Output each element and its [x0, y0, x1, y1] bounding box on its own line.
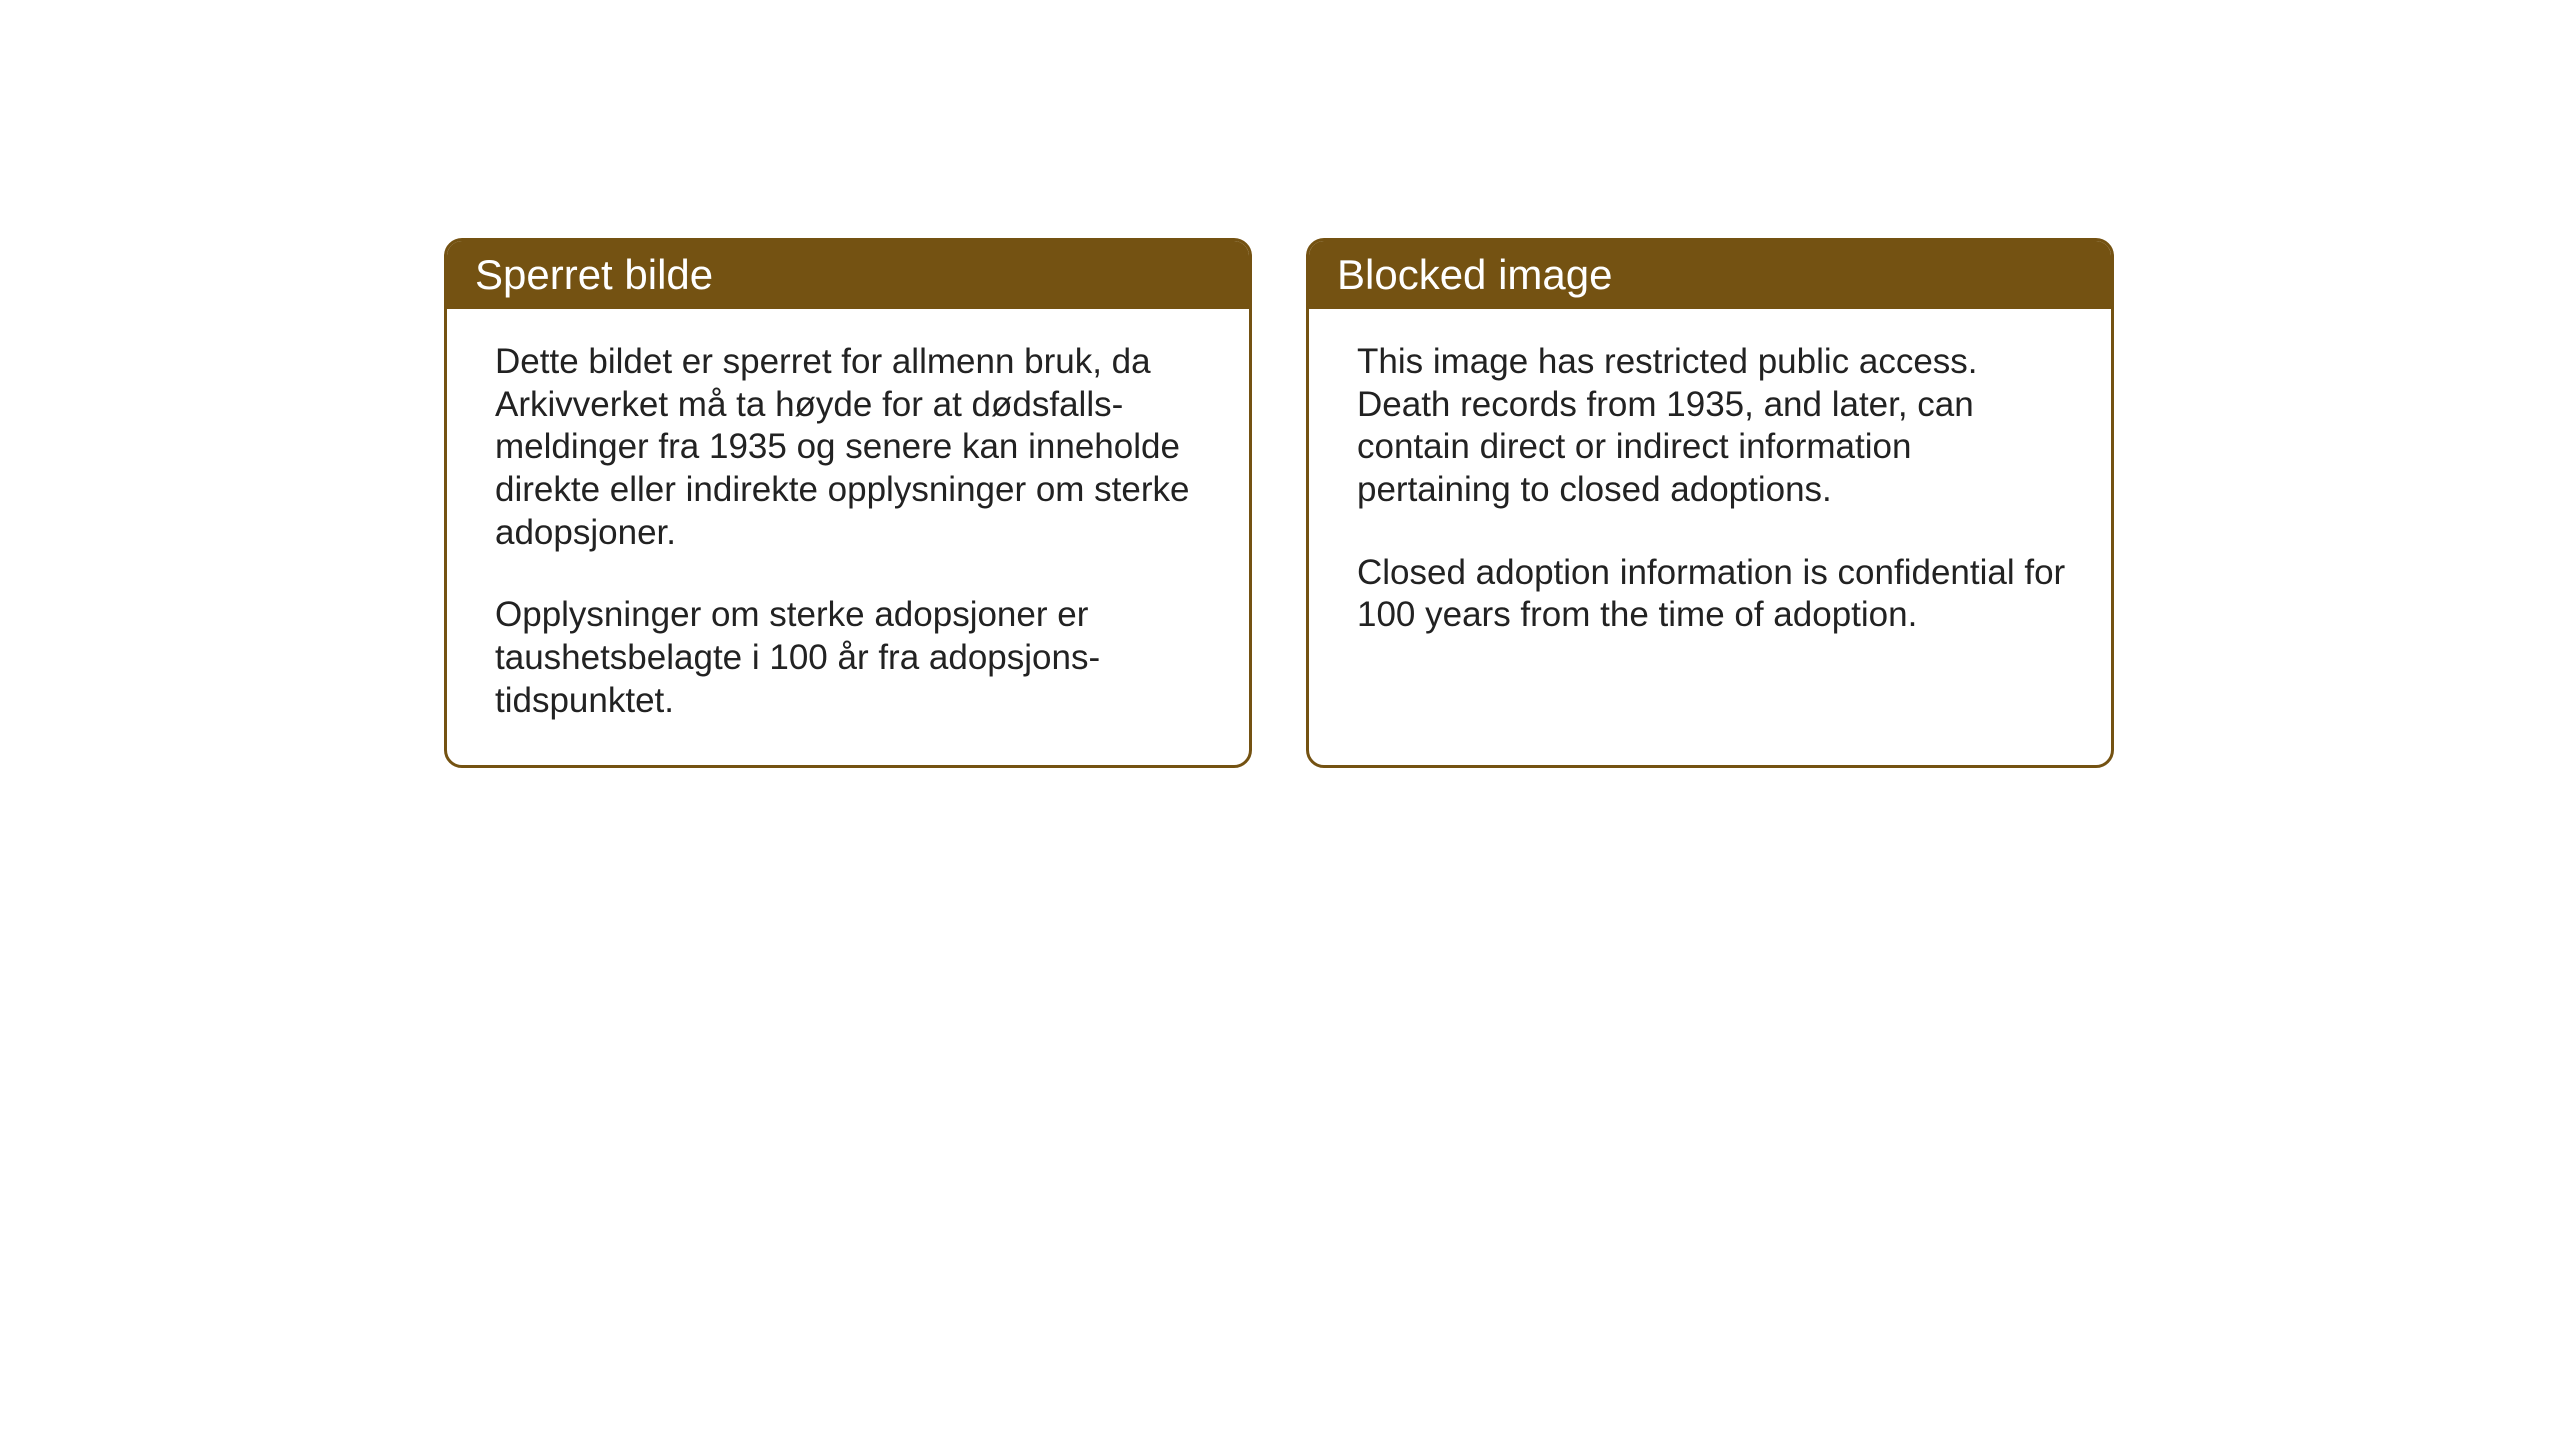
english-card-body: This image has restricted public access.…	[1309, 309, 2111, 679]
norwegian-card-title: Sperret bilde	[447, 241, 1249, 309]
norwegian-card-body: Dette bildet er sperret for allmenn bruk…	[447, 309, 1249, 765]
english-paragraph-2: Closed adoption information is confident…	[1357, 552, 2071, 637]
norwegian-notice-card: Sperret bilde Dette bildet er sperret fo…	[444, 238, 1252, 768]
norwegian-paragraph-1: Dette bildet er sperret for allmenn bruk…	[495, 341, 1209, 554]
norwegian-paragraph-2: Opplysninger om sterke adopsjoner er tau…	[495, 594, 1209, 722]
english-notice-card: Blocked image This image has restricted …	[1306, 238, 2114, 768]
english-card-title: Blocked image	[1309, 241, 2111, 309]
notice-container: Sperret bilde Dette bildet er sperret fo…	[444, 238, 2114, 768]
english-paragraph-1: This image has restricted public access.…	[1357, 341, 2071, 512]
